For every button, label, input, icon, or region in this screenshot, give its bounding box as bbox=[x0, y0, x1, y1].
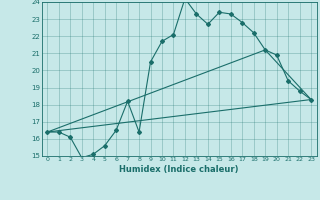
X-axis label: Humidex (Indice chaleur): Humidex (Indice chaleur) bbox=[119, 165, 239, 174]
